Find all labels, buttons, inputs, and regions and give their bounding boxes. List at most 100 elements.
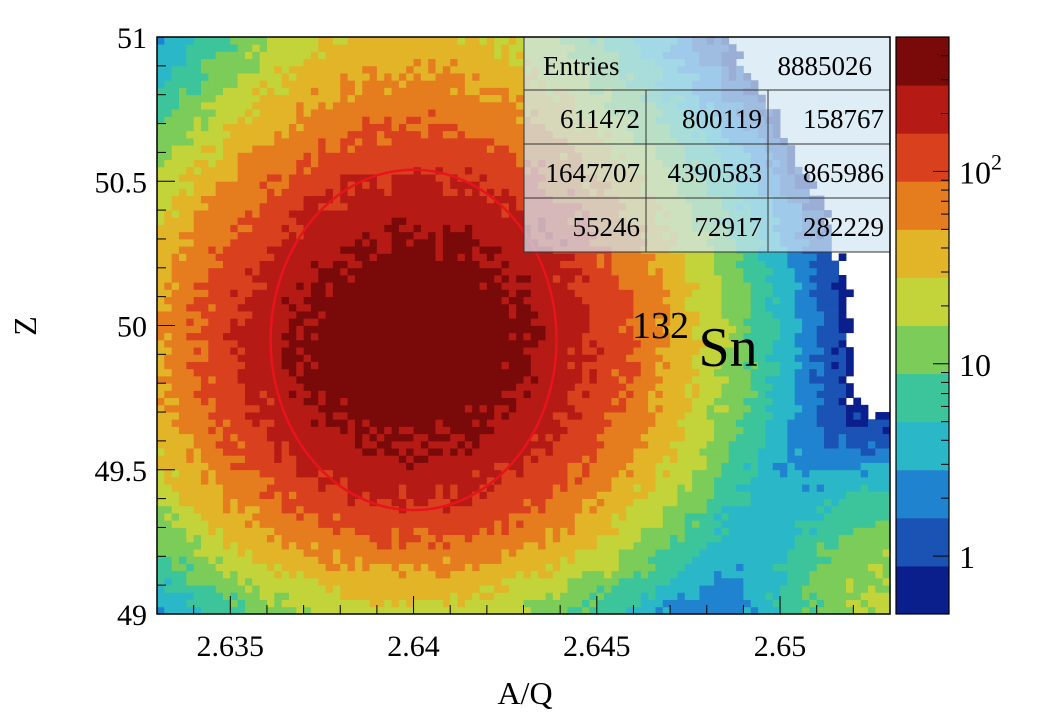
heatmap-cell (406, 347, 414, 355)
heatmap-cell (208, 375, 217, 384)
heatmap-cell (171, 210, 180, 218)
heatmap-cell (472, 296, 480, 305)
heatmap-cell (420, 109, 429, 117)
heatmap-cell (244, 484, 253, 492)
heatmap-cell (157, 520, 165, 528)
heatmap-cell (486, 570, 495, 579)
heatmap-cell (266, 267, 275, 276)
heatmap-cell (523, 404, 532, 413)
heatmap-cell (384, 44, 392, 52)
heatmap-cell (237, 491, 246, 499)
heatmap-cell (178, 455, 187, 463)
heatmap-cell (398, 303, 407, 312)
heatmap-cell (479, 145, 488, 153)
heatmap-cell (582, 282, 590, 290)
heatmap-cell (347, 202, 356, 211)
heatmap-cell (516, 498, 524, 507)
heatmap-cell (296, 275, 304, 283)
heatmap-cell (332, 116, 341, 124)
heatmap-cell (486, 80, 495, 88)
heatmap-cell (362, 58, 370, 67)
heatmap-cell (259, 289, 268, 298)
heatmap-cell (310, 498, 319, 507)
heatmap-cell (552, 397, 561, 406)
heatmap-cell (215, 116, 224, 124)
heatmap-cell (369, 570, 378, 579)
heatmap-cell (464, 217, 473, 225)
heatmap-cell (325, 339, 334, 348)
heatmap-cell (464, 375, 473, 384)
heatmap-cell (442, 563, 451, 572)
heatmap-cell (369, 311, 378, 319)
heatmap-cell (494, 361, 502, 370)
heatmap-cell (230, 527, 239, 536)
heatmap-cell (369, 296, 378, 305)
heatmap-cell (538, 339, 546, 348)
heatmap-cell (523, 354, 532, 362)
heatmap-cell (479, 109, 488, 117)
heatmap-cell (589, 303, 598, 312)
heatmap-cell (208, 238, 217, 247)
heatmap-cell (215, 440, 224, 449)
heatmap-cell (435, 123, 444, 132)
heatmap-cell (457, 397, 466, 406)
heatmap-cell (362, 412, 370, 420)
heatmap-cell (296, 592, 304, 600)
heatmap-cell (369, 556, 378, 564)
heatmap-cell (237, 73, 246, 81)
heatmap-cell (479, 231, 488, 240)
heatmap-cell (237, 159, 246, 168)
heatmap-cell (413, 318, 422, 326)
heatmap-cell (237, 433, 246, 442)
heatmap-cell (508, 491, 517, 499)
heatmap-cell (516, 217, 524, 225)
heatmap-cell (200, 231, 209, 240)
heatmap-cell (406, 253, 414, 261)
heatmap-cell (178, 87, 187, 96)
heatmap-cell (222, 412, 231, 420)
heatmap-cell (318, 491, 326, 499)
heatmap-cell (552, 491, 561, 499)
heatmap-cell (406, 109, 414, 117)
heatmap-cell (332, 476, 341, 485)
heatmap-cell (252, 426, 261, 435)
heatmap-cell (303, 65, 312, 74)
heatmap-cell (376, 325, 385, 334)
heatmap-cell (157, 224, 165, 233)
heatmap-cell (252, 339, 261, 348)
heatmap-cell (501, 354, 510, 362)
heatmap-cell (523, 375, 532, 384)
heatmap-cell (428, 577, 436, 586)
heatmap-cell (303, 282, 312, 290)
heatmap-cell (508, 440, 517, 449)
heatmap-cell (457, 527, 466, 536)
heatmap-cell (332, 549, 341, 557)
heatmap-cell (186, 368, 195, 377)
heatmap-cell (442, 462, 451, 471)
heatmap-cell (479, 51, 488, 60)
heatmap-cell (230, 44, 239, 52)
heatmap-cell (259, 101, 268, 110)
heatmap-cell (244, 383, 253, 391)
heatmap-cell (406, 476, 414, 485)
heatmap-cell (538, 397, 546, 406)
heatmap-cell (281, 51, 290, 60)
heatmap-cell (464, 404, 473, 413)
heatmap-cell (435, 166, 444, 175)
heatmap-cell (266, 109, 275, 117)
heatmap-cell (457, 347, 466, 355)
heatmap-cell (310, 541, 319, 550)
heatmap-cell (164, 296, 173, 305)
heatmap-cell (369, 65, 378, 74)
heatmap-cell (178, 520, 187, 528)
heatmap-cell (178, 188, 187, 197)
heatmap-cell (516, 159, 524, 168)
heatmap-cell (252, 368, 261, 377)
heatmap-cell (288, 570, 297, 579)
heatmap-cell (545, 556, 554, 564)
heatmap-cell (457, 137, 466, 146)
heatmap-cell (171, 448, 180, 456)
heatmap-cell (266, 426, 275, 435)
heatmap-cell (288, 116, 297, 124)
heatmap-cell (494, 347, 502, 355)
